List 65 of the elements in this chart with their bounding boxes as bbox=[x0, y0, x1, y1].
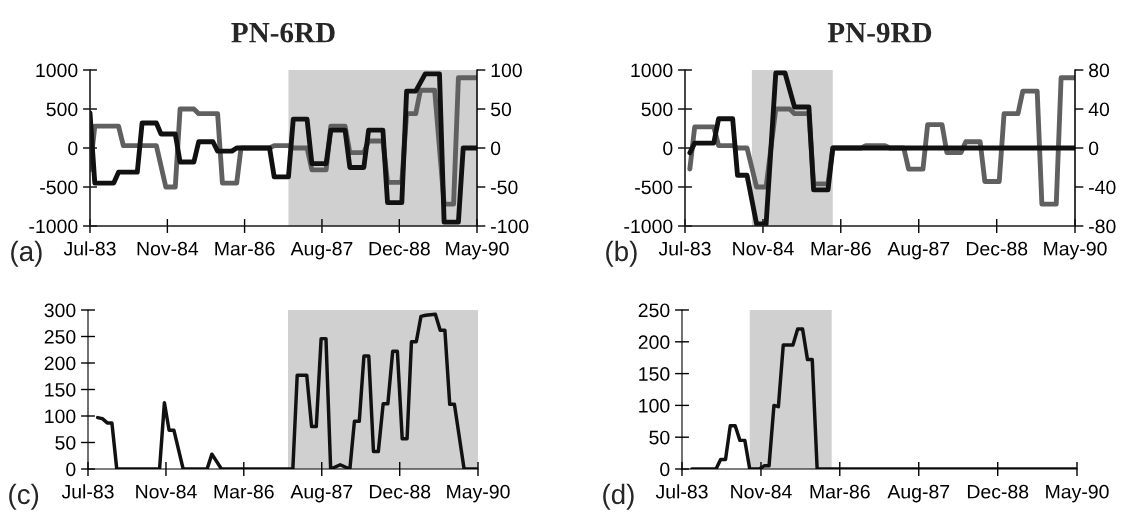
x-tick-label: Nov-84 bbox=[137, 241, 199, 256]
x-tick-label: Aug-87 bbox=[887, 484, 950, 503]
y-tick-label: 200 bbox=[638, 335, 670, 350]
x-tick-label: Nov-84 bbox=[733, 241, 794, 256]
y-tick-label: 50 bbox=[649, 430, 670, 445]
y2-tick-label: -80 bbox=[1089, 219, 1116, 234]
y2-tick-label: -50 bbox=[491, 180, 518, 195]
x-tick-label: Dec-88 bbox=[967, 484, 1029, 499]
y-tick-label: 100 bbox=[45, 409, 76, 424]
text: (a) bbox=[11, 240, 42, 267]
x-tick-label: Mar-86 bbox=[811, 241, 871, 256]
y-tick-label: 500 bbox=[46, 102, 78, 117]
y-tick-label: 50 bbox=[55, 435, 76, 450]
y-tick-label: 1000 bbox=[631, 63, 673, 78]
text: (d) bbox=[603, 483, 634, 510]
y-tick-label: 200 bbox=[44, 356, 76, 371]
x-tick-label: Jul-83 bbox=[61, 484, 114, 499]
y-tick-label: -1000 bbox=[624, 219, 673, 234]
x-tick-label: Aug-87 bbox=[290, 484, 353, 503]
x-tick-label: Nov-84 bbox=[731, 484, 792, 499]
y-tick-label: 0 bbox=[663, 141, 673, 156]
y-tick-label: 0 bbox=[68, 141, 78, 156]
y-tick-label: 500 bbox=[641, 102, 673, 117]
y-tick-label: 300 bbox=[44, 303, 76, 318]
x-tick-label: Dec-88 bbox=[966, 241, 1028, 256]
y2-tick-label: 50 bbox=[490, 102, 512, 117]
x-tick-label: May-90 bbox=[1046, 484, 1109, 503]
x-tick-label: Mar-86 bbox=[810, 484, 870, 499]
chart-title: PN-6RD bbox=[231, 22, 335, 43]
text: (b) bbox=[606, 240, 637, 267]
y-tick-label: -1000 bbox=[29, 219, 78, 234]
x-tick-label: Jul-83 bbox=[63, 241, 116, 256]
x-tick-label: Aug-87 bbox=[887, 241, 950, 260]
x-tick-label: Nov-84 bbox=[136, 484, 197, 499]
x-tick-label: May-90 bbox=[1044, 241, 1107, 260]
y-tick-label: 0 bbox=[66, 462, 76, 477]
y-tick-label: -500 bbox=[635, 180, 673, 195]
y-tick-label: 150 bbox=[45, 382, 76, 397]
y2-tick-label: 0 bbox=[1088, 141, 1099, 156]
y2-tick-label: 100 bbox=[491, 63, 522, 78]
y-tick-label: 1000 bbox=[36, 63, 78, 78]
x-tick-label: May-90 bbox=[446, 241, 509, 260]
y2-tick-label: 80 bbox=[1089, 63, 1110, 78]
x-tick-label: Aug-87 bbox=[290, 241, 353, 260]
x-tick-label: Dec-88 bbox=[369, 241, 430, 256]
x-tick-label: Dec-88 bbox=[369, 484, 431, 499]
y-tick-label: 0 bbox=[660, 462, 670, 477]
y2-tick-label: 0 bbox=[490, 141, 501, 156]
y2-tick-label: 40 bbox=[1088, 102, 1110, 117]
x-tick-label: Jul-83 bbox=[655, 484, 708, 499]
y2-tick-label: -40 bbox=[1089, 180, 1116, 195]
y2-tick-label: -100 bbox=[491, 219, 529, 234]
y-tick-label: 150 bbox=[639, 367, 670, 381]
y-tick-label: 250 bbox=[638, 303, 670, 318]
y-tick-label: 250 bbox=[44, 329, 76, 344]
chart-title: PN-9RD bbox=[827, 22, 932, 43]
x-tick-label: May-90 bbox=[447, 484, 510, 503]
y-tick-label: 100 bbox=[639, 398, 670, 413]
x-tick-label: Jul-83 bbox=[658, 241, 711, 256]
line-series bbox=[690, 327, 1077, 469]
line-series bbox=[95, 312, 478, 469]
x-tick-label: Mar-86 bbox=[214, 484, 274, 499]
y-tick-label: -500 bbox=[40, 180, 78, 195]
text: (c) bbox=[9, 483, 39, 510]
x-tick-label: Mar-86 bbox=[215, 241, 275, 256]
